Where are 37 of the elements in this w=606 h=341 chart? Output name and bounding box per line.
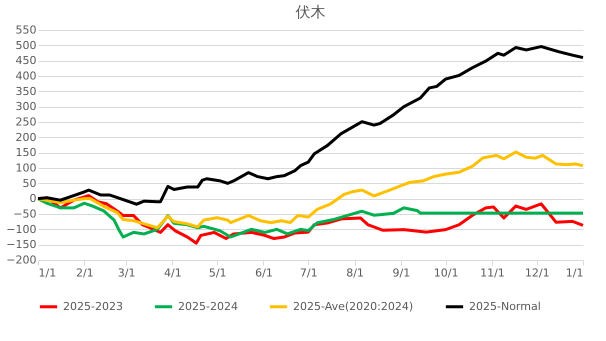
y-tick-label: 550	[16, 24, 36, 36]
x-tick-label: 7/1	[300, 266, 318, 280]
legend-label: 2025-2024	[178, 300, 238, 313]
x-tick-label: 5/1	[208, 266, 227, 280]
y-tick-label: 500	[16, 38, 36, 52]
y-tick-label: −150	[6, 238, 36, 252]
x-tick-label: 11/1	[480, 266, 505, 280]
y-tick-label: 100	[16, 162, 36, 174]
chart-title: 伏木	[296, 3, 326, 21]
y-tick-label: 200	[16, 130, 36, 144]
y-tick-label: 450	[16, 54, 36, 68]
y-tick-label: 300	[16, 100, 36, 114]
line-series	[36, 150, 584, 230]
y-tick-label: −100	[6, 222, 36, 236]
y-tick-label: 350	[16, 84, 36, 98]
y-tick-label: 50	[22, 176, 36, 190]
x-tick-label: 2/1	[76, 266, 94, 280]
x-tick-label: 10/1	[434, 266, 458, 280]
line-series	[36, 45, 584, 206]
y-tick-label: 400	[16, 70, 36, 82]
y-tick-label: 0	[30, 192, 36, 206]
legend-label: 2025-Ave(2020:2024)	[293, 300, 414, 313]
x-tick-label: 6/1	[255, 266, 273, 280]
y-tick-label: 150	[16, 146, 36, 160]
legend-label: 2025-Normal	[469, 300, 541, 313]
x-tick-label: 1/1	[566, 266, 584, 280]
x-tick-label: 3/1	[118, 266, 136, 280]
x-tick-label: 1/1	[38, 266, 56, 280]
legend-label: 2025-2023	[63, 300, 123, 313]
x-tick-label: 12/1	[524, 266, 550, 280]
x-tick-label: 9/1	[392, 266, 410, 280]
line-series	[36, 197, 584, 238]
y-tick-label: −50	[13, 208, 36, 220]
x-tick-label: 8/1	[346, 266, 364, 280]
x-tick-label: 4/1	[164, 266, 182, 280]
y-tick-label: −200	[6, 254, 36, 266]
y-tick-label: 250	[16, 116, 36, 128]
